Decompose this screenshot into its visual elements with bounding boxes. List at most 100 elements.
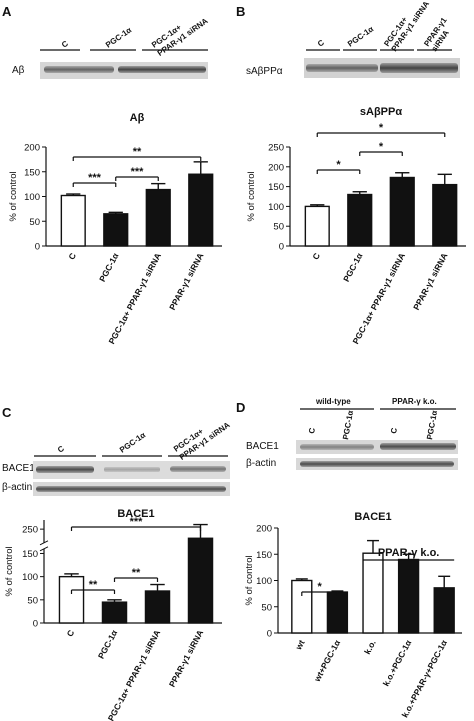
blot-d-row-label-2: β-actin — [246, 458, 276, 469]
blot-d-lane-pgc2: PGC-1α — [425, 410, 439, 441]
blot-d-header-wt: wild-type — [315, 397, 351, 406]
chart-c-ylabel: % of control — [4, 546, 15, 596]
chart-a-bar-0 — [60, 194, 86, 247]
chart-d-group-label: PPAR-γ k.o. — [378, 547, 440, 559]
chart-b-ytick-label-200: 200 — [268, 162, 284, 173]
blot-c-lane-combo: PGC-1α+PPAR-γ1 siRNA — [172, 412, 232, 462]
chart-b-ytick-label-50: 50 — [273, 222, 284, 233]
chart-c-bar-3 — [187, 537, 214, 624]
chart-c-ytick-label-50: 50 — [27, 595, 38, 606]
chart-b-category-0: C — [310, 251, 322, 261]
chart-a-category-0: C — [66, 251, 78, 261]
chart-b-ytick-label-250: 250 — [268, 143, 284, 154]
chart-c-category-0: C — [65, 628, 77, 638]
chart-a-sig-label-1: *** — [131, 166, 145, 178]
blot-d-lane-c1: C — [307, 427, 317, 434]
chart-a-sig-label-2: ** — [133, 146, 142, 158]
blot-b: C PGC-1α PGC-1α+PPAR-γ1 siRNA PPAR-γ1siR… — [246, 0, 460, 78]
panel-letter-c: C — [2, 405, 12, 420]
chart-d-category-0: wt — [293, 638, 307, 652]
chart-b-bar-2 — [389, 176, 415, 247]
chart-b-category-3: PPAR-γ1 siRNA — [411, 251, 449, 311]
chart-b-bar-3 — [432, 183, 458, 247]
chart-c-break-mark-lower — [39, 546, 49, 552]
chart-c-category-3: PPAR-γ1 siRNA — [167, 628, 205, 688]
chart-a-ytick-label-100: 100 — [24, 192, 40, 203]
chart-b-sig-label-2: * — [379, 122, 384, 134]
chart-a-category-1: PGC-1α — [97, 251, 121, 284]
chart-a-ytick-label-0: 0 — [35, 242, 40, 253]
blot-c-lane-pgc: PGC-1α — [118, 430, 147, 454]
panel-letter-b: B — [236, 4, 245, 19]
chart-d-ytick-label-200: 200 — [256, 524, 272, 535]
chart-d-ytick-label-50: 50 — [261, 602, 272, 613]
chart-a-bar-2 — [145, 188, 171, 247]
chart-b-ytick-label-150: 150 — [268, 182, 284, 193]
chart-a-category-3: PPAR-γ1 siRNA — [167, 251, 205, 311]
blot-d-lane-pgc1: PGC-1α — [341, 410, 355, 441]
chart-a-title: Aβ — [130, 112, 145, 124]
chart-a-ytick-label-50: 50 — [29, 217, 40, 228]
chart-d-bar-1 — [326, 591, 349, 634]
chart-c-ytick-label-100: 100 — [22, 572, 38, 583]
blot-a: C PGC-1α PGC-1α+PPAR-γ1 siRNA Aβ — [12, 16, 210, 79]
blot-b-row-label: sAβPPα — [246, 66, 283, 77]
chart-c-sig-label-0: ** — [89, 579, 98, 591]
chart-d-ytick-label-0: 0 — [267, 629, 272, 640]
chart-c-title: BACE1 — [117, 508, 154, 520]
blot-c-row-label-2: β-actin — [2, 482, 32, 493]
blot-b-lane-pgc: PGC-1α — [346, 24, 375, 48]
chart-d-category-1: wt+PGC-1α — [311, 638, 342, 685]
chart-b-sig-label-1: * — [379, 141, 384, 153]
chart-b-ylabel: % of control — [246, 171, 257, 221]
chart-c-ytick-label-250: 250 — [22, 525, 38, 536]
blot-c-lane-c: C — [56, 444, 66, 455]
panel-letter-a: A — [2, 4, 12, 19]
blot-a-row-label: Aβ — [12, 65, 25, 76]
chart-d-category-3: k.o.+PGC-1α — [381, 638, 414, 688]
chart-a-ytick-label-200: 200 — [24, 143, 40, 154]
chart-d-ytick-label-100: 100 — [256, 576, 272, 587]
chart-d-ylabel: % of control — [244, 555, 255, 605]
chart-d-category-2: k.o. — [362, 638, 378, 656]
blot-c: C PGC-1α PGC-1α+PPAR-γ1 siRNA BACE1 β-ac… — [2, 412, 232, 496]
chart-c-bar-2 — [144, 590, 171, 624]
chart-c-bar-1 — [101, 601, 128, 624]
chart-a-bar-3 — [188, 173, 214, 247]
blot-d-lane-c2: C — [389, 427, 399, 434]
blot-d: wild-type PPAR-γ k.o. C PGC-1α C PGC-1α … — [246, 397, 458, 470]
blot-a-lane-c: C — [60, 39, 70, 50]
chart-b-ytick-label-0: 0 — [279, 242, 284, 253]
panel-letter-d: D — [236, 400, 245, 415]
chart-b-category-1: PGC-1α — [341, 251, 365, 284]
chart-c-sig-label-1: ** — [132, 567, 141, 579]
chart-c-break-mark-upper — [39, 540, 49, 546]
blot-d-row-label-1: BACE1 — [246, 441, 279, 452]
chart-b: sAβPPα 0 50 100 150 200 250 % of control C PGC-1α… — [246, 106, 466, 346]
chart-d-bar-4 — [433, 587, 455, 634]
chart-b-bar-0 — [304, 205, 330, 247]
chart-b-bar-1 — [347, 193, 373, 247]
blot-b-lane-sirna: PPAR-γ1siRNA — [422, 15, 456, 53]
chart-d: BACE1 0 50 100 150 200 % of control wt wt+PGC-1α… — [244, 511, 462, 719]
chart-d-bar-3 — [397, 558, 420, 634]
chart-b-ytick-label-100: 100 — [268, 202, 284, 213]
chart-c-ytick-label-0: 0 — [33, 619, 38, 630]
blot-d-header-ko: PPAR-γ k.o. — [392, 397, 437, 406]
chart-a-ytick-label-150: 150 — [24, 167, 40, 178]
chart-c-ytick-label-150: 150 — [22, 549, 38, 560]
chart-a-ylabel: % of control — [8, 171, 19, 221]
chart-b-sig-label-0: * — [336, 159, 341, 171]
chart-b-title: sAβPPα — [360, 106, 402, 118]
chart-d-ytick-label-150: 150 — [256, 550, 272, 561]
chart-d-bar-2 — [362, 552, 384, 634]
blot-b-lane-c: C — [316, 38, 326, 49]
chart-a-sig-label-0: *** — [88, 172, 102, 184]
chart-d-title: BACE1 — [354, 511, 391, 523]
chart-d-bar-0 — [291, 579, 313, 634]
chart-c-sig-label-2: *** — [130, 516, 144, 528]
blot-a-lane-pgc: PGC-1α — [104, 25, 133, 49]
